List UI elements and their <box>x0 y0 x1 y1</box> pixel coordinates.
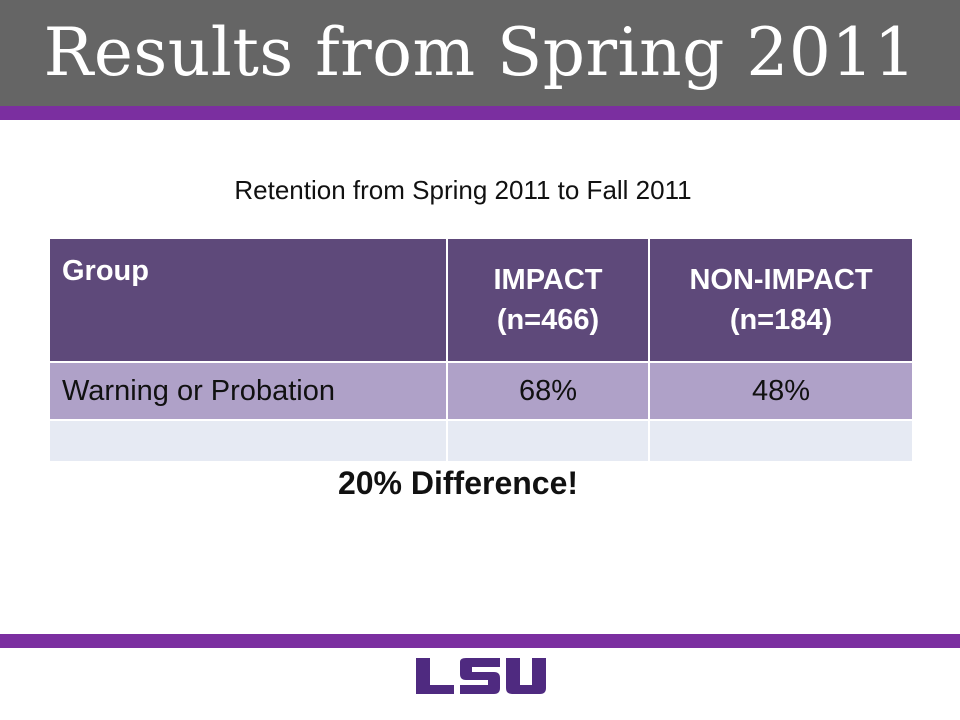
empty-cell <box>48 419 448 463</box>
bottom-purple-rule <box>0 634 960 648</box>
table-header-row: Group IMPACT (n=466) NON-IMPACT (n=184) <box>48 237 914 363</box>
header-group: Group <box>48 237 448 363</box>
row-impact-cell: 68% <box>446 361 650 421</box>
title-bar: Results from Spring 2011 <box>0 0 960 106</box>
header-impact-count: (n=466) <box>496 304 600 336</box>
header-impact-label: IMPACT <box>493 264 603 296</box>
difference-callout: 20% Difference! <box>337 465 579 501</box>
top-purple-rule <box>0 106 960 120</box>
empty-cell <box>648 419 914 463</box>
row-group-cell: Warning or Probation <box>48 361 448 421</box>
header-non-impact: NON-IMPACT (n=184) <box>648 237 914 363</box>
header-non-impact-label: NON-IMPACT <box>689 264 873 296</box>
empty-cell <box>446 419 650 463</box>
header-group-label: Group <box>62 255 149 287</box>
results-table: Group IMPACT (n=466) NON-IMPACT (n=184) … <box>48 237 914 463</box>
header-impact: IMPACT (n=466) <box>446 237 650 363</box>
table-row: Warning or Probation 68% 48% <box>48 361 914 421</box>
row-non-impact-cell: 48% <box>648 361 914 421</box>
lsu-logo <box>416 658 546 694</box>
slide-title: Results from Spring 2011 <box>43 14 917 91</box>
table-caption: Retention from Spring 2011 to Fall 2011 <box>234 175 692 205</box>
header-non-impact-count: (n=184) <box>729 304 833 336</box>
table-row-empty <box>48 419 914 463</box>
